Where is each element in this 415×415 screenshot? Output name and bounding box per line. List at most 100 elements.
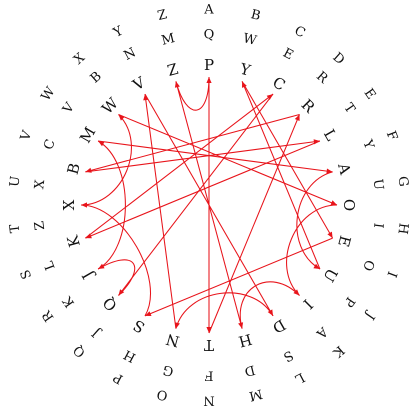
- middle-letter-t: T: [340, 101, 357, 117]
- plug-letter-j: J: [78, 268, 98, 284]
- outer-letter-c: C: [292, 23, 308, 41]
- plug-letter-r: R: [298, 96, 319, 117]
- middle-letter-n: N: [121, 45, 138, 64]
- outer-letter-g: G: [395, 175, 411, 187]
- arrowhead-m: [98, 141, 105, 147]
- middle-letter-d: D: [243, 362, 257, 379]
- plug-letter-s: S: [130, 316, 148, 337]
- middle-letter-w: W: [241, 31, 258, 49]
- wire-w-to-o: [118, 114, 338, 206]
- plug-letter-c: C: [270, 73, 289, 94]
- outer-letter-b: B: [249, 7, 262, 24]
- outer-letter-e: E: [361, 86, 379, 102]
- outer-letter-n: N: [203, 393, 214, 408]
- outer-letter-k: K: [329, 342, 346, 360]
- middle-letter-l: L: [41, 258, 58, 272]
- plug-letter-v: V: [129, 73, 149, 95]
- wire-s-to-x: [80, 204, 151, 317]
- wire-d-to-n: [175, 292, 274, 329]
- outer-letter-l: L: [292, 369, 307, 386]
- wire-b-to-l: [85, 140, 320, 173]
- plug-letter-y: Y: [237, 60, 253, 80]
- wire-j-to-m: [97, 140, 126, 270]
- middle-letter-k: K: [60, 293, 78, 310]
- outer-letter-w: W: [39, 84, 59, 104]
- plug-letter-q: Q: [99, 293, 120, 314]
- wire-m-to-a: [98, 140, 333, 173]
- wire-t-to-r: [208, 114, 300, 334]
- plug-letter-h: H: [237, 330, 254, 351]
- plug-letter-t: T: [204, 336, 214, 354]
- arrowhead-x: [81, 202, 87, 208]
- plug-letter-o: O: [340, 199, 358, 211]
- arrowhead-y: [242, 81, 247, 88]
- arrowhead-h: [238, 322, 244, 329]
- middle-letter-x: X: [32, 178, 48, 190]
- arrowhead-u: [313, 263, 320, 269]
- arrowhead-e: [327, 231, 333, 239]
- middle-letter-j: J: [89, 325, 104, 341]
- outer-letter-i: I: [383, 269, 399, 279]
- wire-q-to-j: [97, 259, 136, 296]
- outer-letter-x: X: [71, 50, 88, 68]
- plug-letter-i: I: [299, 296, 316, 313]
- outer-letter-v: V: [18, 128, 36, 144]
- middle-letter-a: A: [313, 323, 331, 342]
- arrowhead-z: [174, 81, 180, 88]
- arrowhead-q: [118, 289, 125, 296]
- arrowhead-c: [266, 94, 273, 100]
- plug-letter-n: N: [164, 330, 181, 351]
- plug-letter-k: K: [63, 233, 83, 249]
- middle-letter-b: B: [88, 69, 105, 87]
- middle-letter-c: C: [41, 137, 59, 152]
- wire-z-to-p: [175, 76, 210, 111]
- arrowhead-n: [174, 322, 180, 329]
- arrowhead-b: [85, 167, 92, 173]
- plug-letter-d: D: [269, 315, 288, 337]
- outer-letter-o: O: [155, 386, 169, 403]
- outer-letter-s: S: [18, 267, 35, 281]
- wire-a-to-u: [296, 171, 333, 270]
- arrowhead-d: [267, 309, 273, 316]
- wire-n-to-v: [144, 94, 177, 329]
- outer-letter-z: Z: [156, 7, 168, 24]
- middle-letter-s: S: [281, 347, 296, 364]
- arrowhead-l: [313, 139, 320, 145]
- middle-letter-z: Z: [32, 220, 48, 231]
- arrowhead-r: [294, 114, 300, 121]
- wire-v-to-d: [144, 93, 274, 317]
- outer-letter-q: Q: [71, 342, 89, 360]
- plug-letter-a: A: [334, 160, 354, 176]
- arrowhead-w: [118, 114, 125, 121]
- middle-letter-g: G: [161, 362, 175, 379]
- middle-letter-o: O: [359, 258, 377, 273]
- outer-letter-r: R: [39, 306, 58, 324]
- middle-letter-m: M: [160, 31, 177, 49]
- outer-letter-f: F: [383, 129, 400, 143]
- arrowhead-j: [98, 263, 105, 269]
- arrowhead-t: [206, 327, 212, 333]
- wire-k-to-c: [85, 93, 274, 239]
- arrowhead-p: [206, 77, 212, 83]
- middle-letter-h: H: [121, 346, 138, 365]
- outer-letter-t: T: [7, 223, 23, 234]
- middle-letter-r: R: [313, 69, 331, 88]
- outer-letter-u: U: [7, 175, 23, 188]
- arrowhead-v: [143, 94, 149, 101]
- outer-letter-p: P: [111, 369, 126, 386]
- middle-letter-p: P: [340, 294, 357, 310]
- plug-letter-l: L: [320, 126, 341, 144]
- plug-letter-m: M: [76, 124, 99, 146]
- wire-x-to-w: [80, 114, 132, 206]
- plug-letter-u: U: [319, 265, 341, 285]
- middle-letter-f: F: [204, 368, 213, 383]
- outer-letter-j: J: [362, 308, 378, 322]
- outer-letter-h: H: [394, 222, 410, 235]
- arrowhead-a: [326, 168, 333, 174]
- arrowheads: [81, 77, 337, 333]
- plug-letter-b: B: [64, 161, 84, 176]
- arrowhead-i: [293, 289, 300, 296]
- plug-letter-e: E: [334, 234, 354, 249]
